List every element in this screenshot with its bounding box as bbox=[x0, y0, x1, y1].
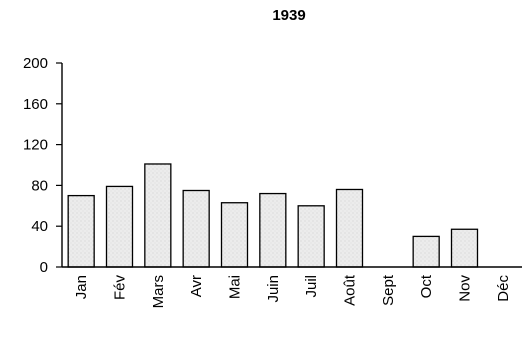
bar-jan bbox=[67, 194, 95, 268]
bar-août bbox=[335, 188, 364, 268]
bar-juil bbox=[297, 205, 325, 268]
x-tick-label: Oct bbox=[418, 274, 435, 298]
x-tick-label: Sept bbox=[380, 274, 397, 306]
y-axis: 0 40 80 120 160 200 bbox=[23, 55, 63, 276]
bar-mars bbox=[144, 163, 172, 268]
x-tick-label: Jan bbox=[73, 275, 90, 299]
y-tick-label: 0 bbox=[40, 259, 48, 276]
y-tick-label: 160 bbox=[23, 96, 48, 113]
y-tick-label: 40 bbox=[31, 218, 48, 235]
x-tick-label: Juil bbox=[303, 275, 320, 298]
bar-nov bbox=[450, 228, 479, 268]
bar-fév bbox=[105, 185, 134, 268]
bar-avr bbox=[182, 189, 210, 268]
x-tick-label: Nov bbox=[457, 275, 474, 302]
x-tick-label: Juin bbox=[265, 275, 282, 303]
y-tick-label: 80 bbox=[31, 177, 48, 194]
chart-title: 1939 bbox=[272, 7, 305, 24]
x-axis: Jan Fév Mars Avr Mai Juin Juil Août Sept Oct Nov Dé… bbox=[62, 266, 522, 308]
x-tick-label: Mars bbox=[150, 275, 167, 308]
y-tick-label: 200 bbox=[23, 55, 48, 72]
x-tick-label: Août bbox=[342, 274, 359, 306]
x-tick-label: Avr bbox=[188, 275, 205, 297]
bar-juin bbox=[259, 192, 287, 268]
x-tick-label: Déc bbox=[495, 275, 512, 302]
x-tick-label: Mai bbox=[227, 275, 244, 299]
bar-oct bbox=[412, 235, 440, 268]
y-tick-label: 120 bbox=[23, 137, 48, 154]
x-tick-label: Fév bbox=[112, 275, 129, 301]
bars-group bbox=[67, 163, 479, 268]
bar-mai bbox=[220, 202, 249, 268]
